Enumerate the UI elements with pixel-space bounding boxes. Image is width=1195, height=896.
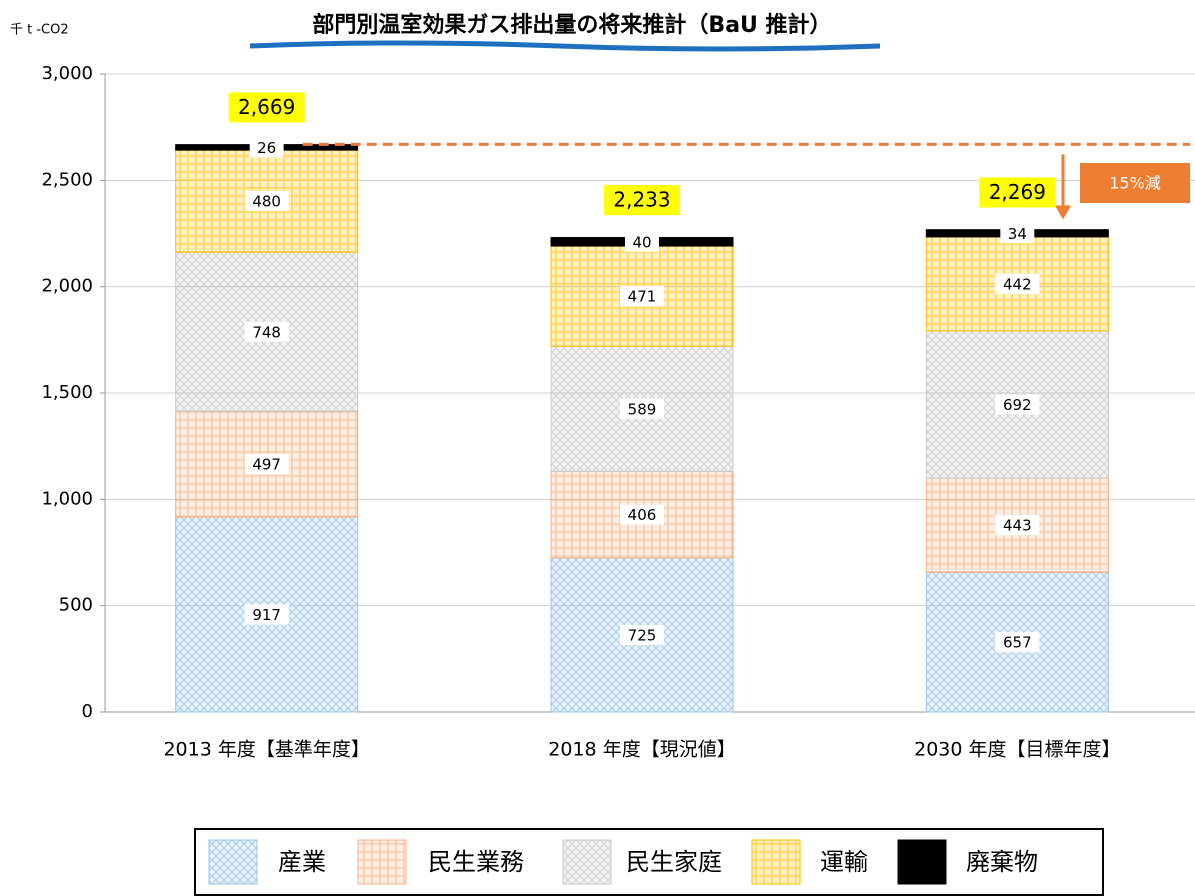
legend-label: 運輸 bbox=[820, 848, 868, 876]
total-label: 2,669 bbox=[238, 95, 295, 119]
total-label-box bbox=[228, 92, 305, 123]
total-label-box bbox=[604, 185, 680, 216]
data-label: 40 bbox=[632, 233, 651, 251]
x-tick-label: 2018 年度【現況値】 bbox=[548, 739, 735, 761]
data-label: 692 bbox=[1003, 396, 1032, 414]
data-label-box bbox=[620, 504, 664, 525]
data-label: 917 bbox=[252, 606, 281, 624]
data-label: 26 bbox=[257, 139, 276, 157]
data-label-box bbox=[249, 137, 284, 158]
annotation-box bbox=[1080, 163, 1190, 203]
y-axis-label: 千 t -CO2 bbox=[10, 23, 69, 38]
y-tick-label: 3,000 bbox=[41, 63, 93, 84]
data-label-box bbox=[995, 515, 1040, 536]
legend-box bbox=[194, 828, 1104, 896]
data-label: 471 bbox=[628, 288, 657, 306]
y-tick-label: 0 bbox=[82, 701, 93, 722]
legend-label: 民生業務 bbox=[428, 848, 524, 876]
x-tick-label: 2030 年度【目標年度】 bbox=[914, 739, 1120, 761]
total-label: 2,269 bbox=[989, 180, 1046, 204]
data-label-box bbox=[995, 273, 1040, 294]
data-label-box bbox=[244, 321, 289, 342]
data-label: 34 bbox=[1008, 225, 1027, 243]
arrow-head bbox=[1055, 205, 1071, 220]
legend-swatch bbox=[751, 839, 801, 885]
data-label-box bbox=[995, 632, 1040, 653]
annotation: 15%減 bbox=[1109, 174, 1161, 193]
legend-label: 廃棄物 bbox=[966, 848, 1038, 876]
legend-swatch bbox=[897, 839, 947, 885]
data-label: 443 bbox=[1003, 517, 1032, 535]
data-label: 657 bbox=[1003, 634, 1032, 652]
y-tick-label: 1,000 bbox=[41, 488, 93, 509]
data-label-box bbox=[244, 191, 289, 212]
data-label: 442 bbox=[1003, 275, 1032, 293]
total-label: 2,233 bbox=[613, 188, 670, 212]
legend-label: 産業 bbox=[278, 848, 326, 876]
total-label-box bbox=[979, 177, 1056, 208]
data-label-box bbox=[620, 624, 664, 645]
title-underline bbox=[249, 40, 881, 52]
data-label: 497 bbox=[252, 456, 281, 474]
legend-swatch bbox=[208, 839, 258, 885]
data-label-box bbox=[620, 286, 664, 307]
data-label-box bbox=[995, 394, 1040, 415]
y-tick-label: 500 bbox=[59, 595, 93, 616]
x-tick-label: 2013 年度【基準年度】 bbox=[163, 739, 369, 761]
data-label: 725 bbox=[628, 626, 657, 644]
chart-title: 部門別温室効果ガス排出量の将来推計（BaU 推計） bbox=[312, 12, 831, 38]
data-label: 748 bbox=[252, 323, 281, 341]
data-label-box bbox=[1000, 223, 1035, 244]
data-label: 589 bbox=[628, 400, 657, 418]
data-label-box bbox=[244, 454, 289, 475]
legend-label: 民生家庭 bbox=[626, 848, 722, 876]
y-tick-label: 1,500 bbox=[41, 382, 93, 403]
data-label: 480 bbox=[252, 193, 281, 211]
y-tick-label: 2,000 bbox=[41, 276, 93, 297]
y-tick-label: 2,500 bbox=[41, 169, 93, 190]
data-label: 406 bbox=[628, 506, 657, 524]
data-label-box bbox=[625, 231, 659, 252]
legend-swatch bbox=[562, 839, 612, 885]
data-label-box bbox=[620, 398, 664, 419]
legend-swatch bbox=[357, 839, 407, 885]
data-label-box bbox=[244, 604, 289, 625]
